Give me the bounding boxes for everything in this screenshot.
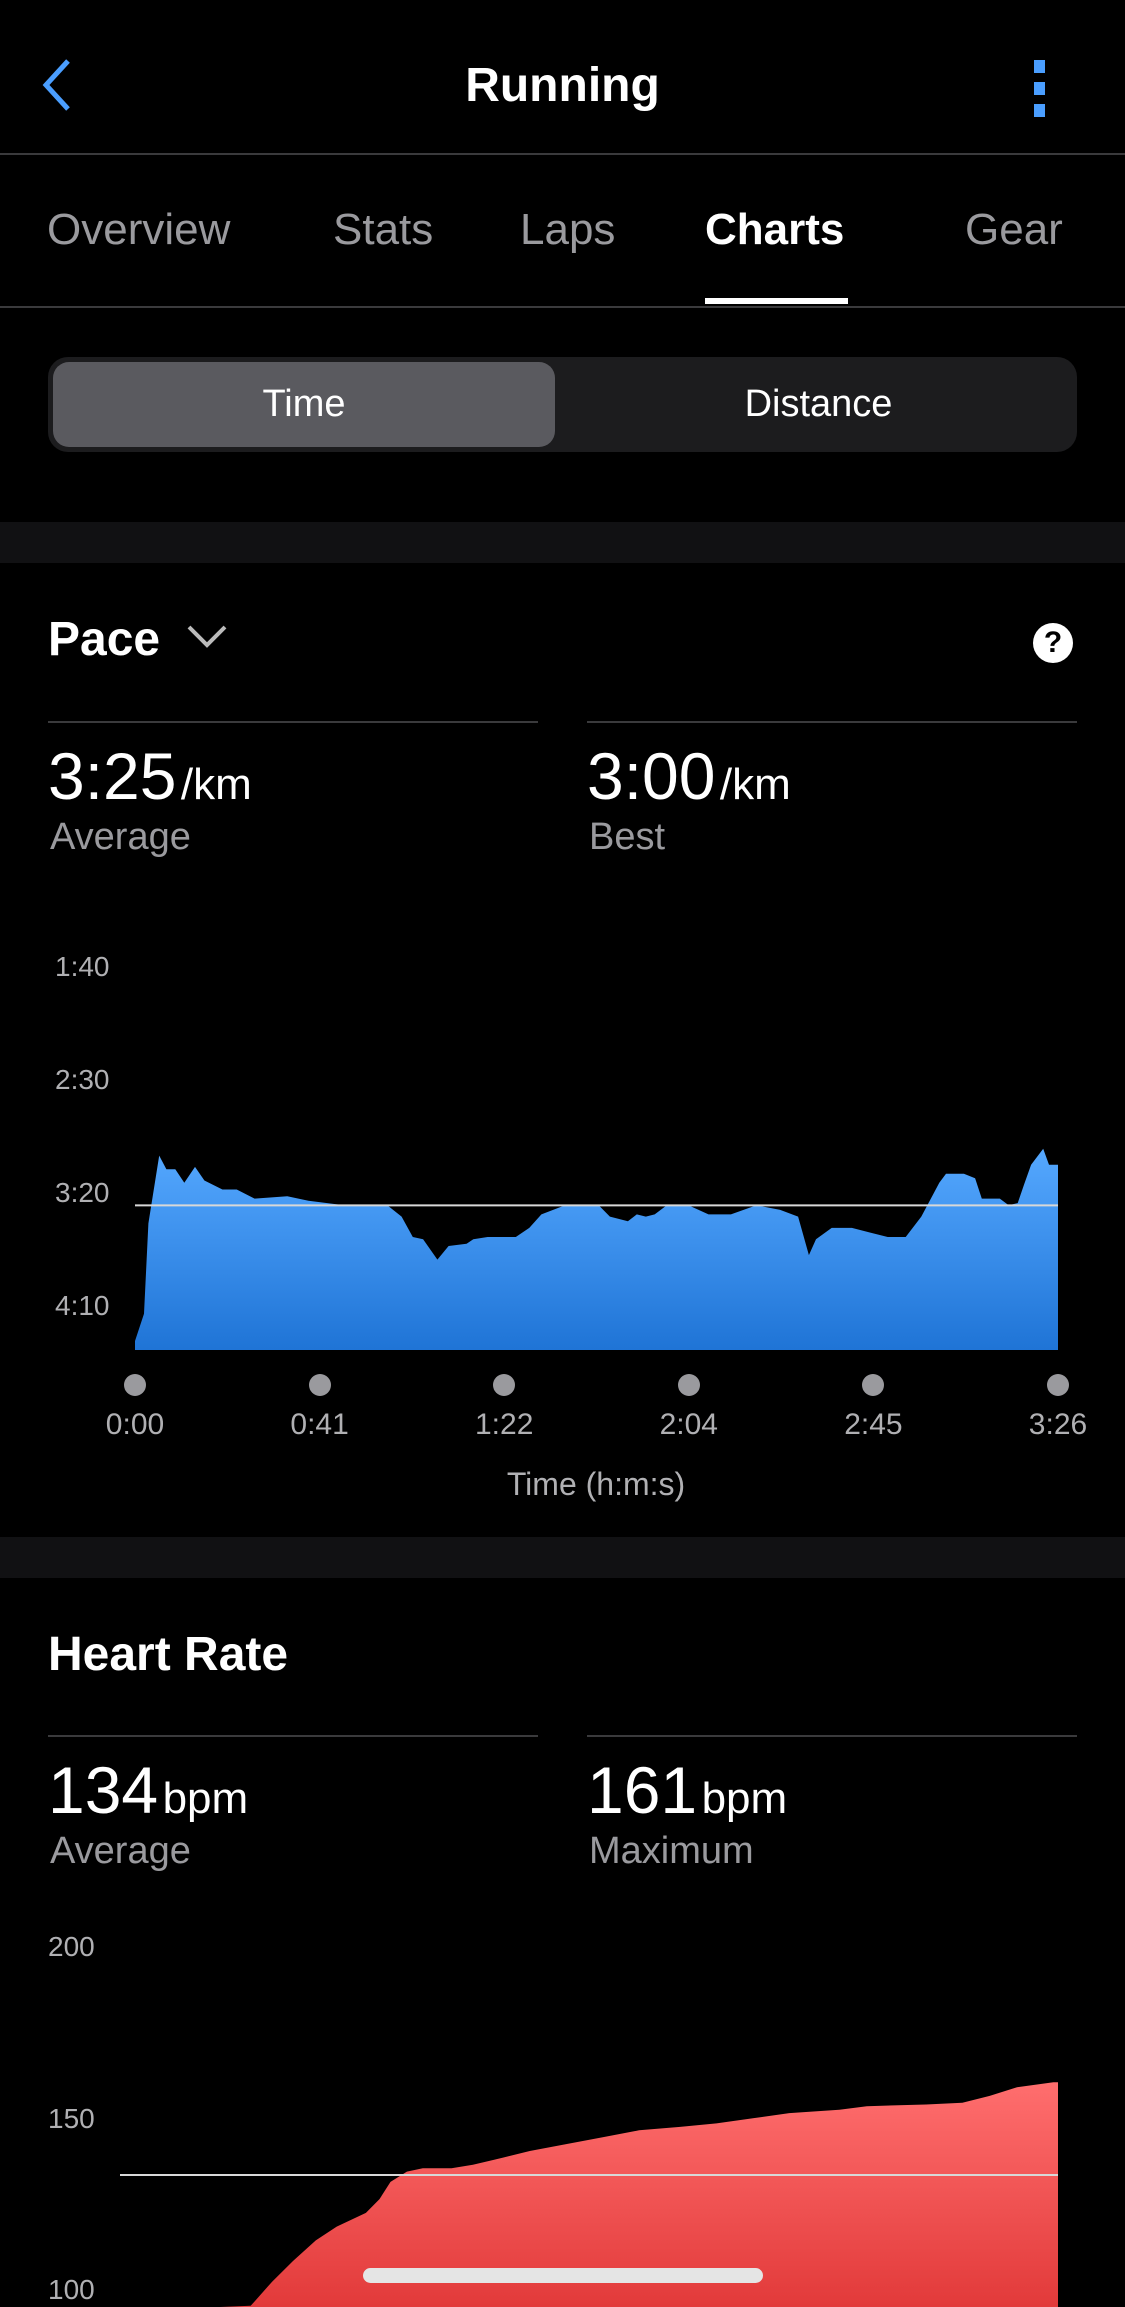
x-tick-dot: [308, 1374, 331, 1396]
stat-divider: [48, 1735, 538, 1737]
stat-label: Maximum: [589, 1830, 754, 1872]
pace-area: [135, 1148, 1058, 1350]
tab-overview[interactable]: Overview: [47, 205, 231, 254]
x-tick-dot: [124, 1374, 146, 1396]
more-options-button[interactable]: [1030, 60, 1050, 140]
pace-best-stat: 3:00 /km: [587, 738, 791, 814]
y-tick-label: 3:20: [55, 1177, 110, 1209]
pace-average-stat: 3:25 /km: [48, 738, 252, 814]
y-tick-label: 2:30: [55, 1064, 110, 1096]
chevron-down-icon: [188, 625, 227, 648]
x-tick-dot: [1047, 1374, 1069, 1396]
y-tick-label: 4:10: [55, 1290, 110, 1322]
home-indicator[interactable]: [363, 2268, 763, 2283]
segment-distance[interactable]: Distance: [744, 383, 893, 425]
y-tick-label: 150: [48, 2103, 95, 2134]
x-tick-dot: [493, 1374, 516, 1396]
stat-value: 3:00: [587, 739, 716, 813]
chevron-left-icon: [42, 59, 70, 111]
tab-laps[interactable]: Laps: [520, 205, 616, 254]
stat-divider: [587, 721, 1077, 723]
help-button[interactable]: ?: [1033, 623, 1073, 663]
header-divider: [0, 153, 1125, 155]
stat-divider: [587, 1735, 1077, 1737]
tab-gear[interactable]: Gear: [965, 205, 1063, 254]
x-tick-label: 3:26: [1028, 1408, 1088, 1441]
pace-metric-selector[interactable]: Pace: [48, 612, 227, 667]
tab-stats[interactable]: Stats: [333, 205, 434, 254]
section-separator: [0, 522, 1125, 563]
stat-label: Average: [50, 816, 191, 858]
y-tick-label: 1:40: [55, 951, 110, 982]
x-tick-label: 1:22: [474, 1408, 534, 1441]
hr-average-stat: 134 bpm: [48, 1752, 248, 1828]
segment-time-selected[interactable]: [53, 362, 555, 447]
x-tick-label: 0:00: [105, 1408, 165, 1441]
stat-value: 134: [48, 1753, 159, 1827]
y-tick-label: 200: [48, 1931, 95, 1962]
question-circle-icon: ?: [1043, 626, 1063, 659]
stat-value: 161: [587, 1753, 698, 1827]
pace-x-axis-title: Time (h:m:s): [506, 1466, 686, 1502]
x-tick-dot: [862, 1374, 885, 1396]
x-tick-label: 2:04: [659, 1408, 718, 1441]
section-separator: [0, 1537, 1125, 1578]
x-tick-label: 0:41: [290, 1408, 349, 1441]
stat-unit: bpm: [162, 1774, 249, 1823]
x-tick-dot: [677, 1374, 700, 1396]
stat-unit: /km: [719, 760, 791, 809]
active-tab-indicator: [705, 298, 848, 304]
stat-value: 3:25: [48, 739, 177, 813]
hr-maximum-stat: 161 bpm: [587, 1752, 787, 1828]
y-tick-label: 100: [48, 2274, 95, 2305]
pace-title: Pace: [48, 613, 161, 666]
stat-unit: bpm: [701, 1774, 788, 1823]
stat-divider: [48, 721, 538, 723]
stat-label: Best: [589, 816, 666, 858]
stat-unit: /km: [180, 760, 252, 809]
stat-label: Average: [50, 1830, 191, 1872]
back-button[interactable]: [38, 55, 78, 115]
x-tick-label: 2:45: [844, 1408, 903, 1441]
segment-time[interactable]: Time: [262, 383, 346, 425]
heart-rate-title: Heart Rate: [48, 1628, 289, 1681]
tab-charts[interactable]: Charts: [705, 205, 845, 254]
page-title: Running: [465, 59, 660, 112]
tabs-divider: [0, 306, 1125, 308]
